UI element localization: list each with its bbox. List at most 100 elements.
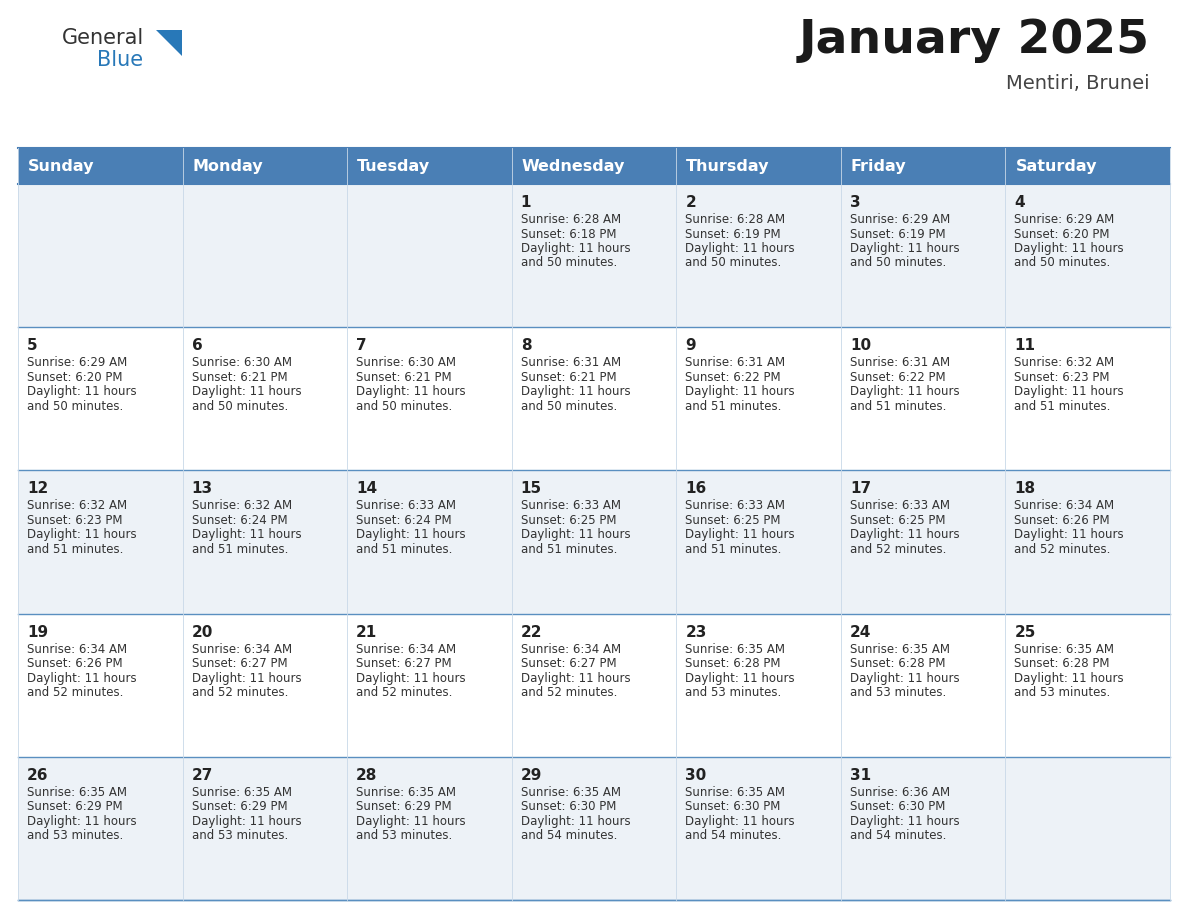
Text: Saturday: Saturday: [1016, 159, 1097, 174]
Text: Sunset: 6:22 PM: Sunset: 6:22 PM: [849, 371, 946, 384]
Text: Daylight: 11 hours: Daylight: 11 hours: [1015, 386, 1124, 398]
Text: 27: 27: [191, 767, 213, 783]
Bar: [512, 327, 676, 470]
Text: General: General: [62, 28, 144, 48]
Text: Sunrise: 6:35 AM: Sunrise: 6:35 AM: [685, 643, 785, 655]
Bar: [183, 148, 347, 184]
Text: Thursday: Thursday: [687, 159, 770, 174]
Text: Sunrise: 6:34 AM: Sunrise: 6:34 AM: [520, 643, 621, 655]
Text: Sunrise: 6:33 AM: Sunrise: 6:33 AM: [356, 499, 456, 512]
Text: Daylight: 11 hours: Daylight: 11 hours: [27, 529, 137, 542]
Text: Sunset: 6:30 PM: Sunset: 6:30 PM: [520, 800, 617, 813]
Text: Sunrise: 6:34 AM: Sunrise: 6:34 AM: [191, 643, 292, 655]
Text: and 52 minutes.: and 52 minutes.: [356, 686, 453, 700]
Text: and 50 minutes.: and 50 minutes.: [356, 399, 453, 413]
Text: Sunset: 6:23 PM: Sunset: 6:23 PM: [1015, 371, 1110, 384]
Text: 21: 21: [356, 624, 378, 640]
Text: Sunrise: 6:33 AM: Sunrise: 6:33 AM: [849, 499, 950, 512]
Bar: [347, 613, 512, 756]
Text: and 53 minutes.: and 53 minutes.: [849, 686, 946, 700]
Text: Sunset: 6:20 PM: Sunset: 6:20 PM: [27, 371, 122, 384]
Text: and 51 minutes.: and 51 minutes.: [685, 399, 782, 413]
Text: and 50 minutes.: and 50 minutes.: [849, 256, 946, 270]
Text: Sunrise: 6:35 AM: Sunrise: 6:35 AM: [191, 786, 291, 799]
Text: Sunrise: 6:35 AM: Sunrise: 6:35 AM: [685, 786, 785, 799]
Bar: [676, 613, 841, 756]
Text: and 52 minutes.: and 52 minutes.: [1015, 543, 1111, 556]
Text: 29: 29: [520, 767, 542, 783]
Text: Sunset: 6:19 PM: Sunset: 6:19 PM: [849, 228, 946, 241]
Text: and 54 minutes.: and 54 minutes.: [520, 829, 617, 843]
Text: 12: 12: [27, 481, 49, 497]
Bar: [676, 470, 841, 613]
Bar: [841, 184, 1005, 327]
Text: Daylight: 11 hours: Daylight: 11 hours: [191, 672, 302, 685]
Text: 2: 2: [685, 195, 696, 210]
Text: 14: 14: [356, 481, 378, 497]
Bar: [347, 184, 512, 327]
Text: Sunrise: 6:29 AM: Sunrise: 6:29 AM: [27, 356, 127, 369]
Text: Daylight: 11 hours: Daylight: 11 hours: [520, 386, 631, 398]
Bar: [841, 613, 1005, 756]
Text: Daylight: 11 hours: Daylight: 11 hours: [191, 529, 302, 542]
Text: 22: 22: [520, 624, 542, 640]
Bar: [1005, 148, 1170, 184]
Text: Sunset: 6:25 PM: Sunset: 6:25 PM: [685, 514, 781, 527]
Text: Daylight: 11 hours: Daylight: 11 hours: [27, 672, 137, 685]
Bar: [841, 148, 1005, 184]
Bar: [18, 184, 183, 327]
Bar: [676, 756, 841, 900]
Bar: [1005, 613, 1170, 756]
Text: and 51 minutes.: and 51 minutes.: [27, 543, 124, 556]
Text: Blue: Blue: [97, 50, 143, 70]
Text: and 50 minutes.: and 50 minutes.: [520, 256, 617, 270]
Text: and 50 minutes.: and 50 minutes.: [520, 399, 617, 413]
Text: and 50 minutes.: and 50 minutes.: [191, 399, 287, 413]
Text: 19: 19: [27, 624, 49, 640]
Text: and 52 minutes.: and 52 minutes.: [191, 686, 287, 700]
Text: Mentiri, Brunei: Mentiri, Brunei: [1006, 74, 1150, 93]
Text: Sunrise: 6:28 AM: Sunrise: 6:28 AM: [685, 213, 785, 226]
Text: Daylight: 11 hours: Daylight: 11 hours: [356, 386, 466, 398]
Bar: [18, 613, 183, 756]
Text: and 53 minutes.: and 53 minutes.: [685, 686, 782, 700]
Text: and 54 minutes.: and 54 minutes.: [685, 829, 782, 843]
Bar: [676, 184, 841, 327]
Text: Daylight: 11 hours: Daylight: 11 hours: [520, 815, 631, 828]
Text: Sunset: 6:26 PM: Sunset: 6:26 PM: [1015, 514, 1110, 527]
Bar: [1005, 184, 1170, 327]
Text: Sunrise: 6:34 AM: Sunrise: 6:34 AM: [1015, 499, 1114, 512]
Text: and 53 minutes.: and 53 minutes.: [191, 829, 287, 843]
Text: Sunrise: 6:34 AM: Sunrise: 6:34 AM: [356, 643, 456, 655]
Text: Daylight: 11 hours: Daylight: 11 hours: [1015, 242, 1124, 255]
Text: 6: 6: [191, 338, 202, 353]
Bar: [512, 184, 676, 327]
Text: Sunset: 6:20 PM: Sunset: 6:20 PM: [1015, 228, 1110, 241]
Text: 5: 5: [27, 338, 38, 353]
Text: Sunset: 6:26 PM: Sunset: 6:26 PM: [27, 657, 122, 670]
Text: Daylight: 11 hours: Daylight: 11 hours: [849, 672, 960, 685]
Text: Daylight: 11 hours: Daylight: 11 hours: [849, 529, 960, 542]
Text: 28: 28: [356, 767, 378, 783]
Text: Daylight: 11 hours: Daylight: 11 hours: [1015, 529, 1124, 542]
Text: and 52 minutes.: and 52 minutes.: [849, 543, 946, 556]
Text: Sunset: 6:27 PM: Sunset: 6:27 PM: [356, 657, 451, 670]
Text: 4: 4: [1015, 195, 1025, 210]
Text: and 50 minutes.: and 50 minutes.: [685, 256, 782, 270]
Text: 18: 18: [1015, 481, 1036, 497]
Text: Sunset: 6:29 PM: Sunset: 6:29 PM: [27, 800, 122, 813]
Text: and 52 minutes.: and 52 minutes.: [27, 686, 124, 700]
Text: and 53 minutes.: and 53 minutes.: [1015, 686, 1111, 700]
Bar: [18, 327, 183, 470]
Text: Sunrise: 6:28 AM: Sunrise: 6:28 AM: [520, 213, 621, 226]
Text: Sunset: 6:24 PM: Sunset: 6:24 PM: [191, 514, 287, 527]
Text: 11: 11: [1015, 338, 1036, 353]
Bar: [18, 148, 183, 184]
Bar: [512, 756, 676, 900]
Bar: [347, 148, 512, 184]
Text: Monday: Monday: [192, 159, 264, 174]
Text: 8: 8: [520, 338, 531, 353]
Text: 23: 23: [685, 624, 707, 640]
Text: 10: 10: [849, 338, 871, 353]
Bar: [841, 756, 1005, 900]
